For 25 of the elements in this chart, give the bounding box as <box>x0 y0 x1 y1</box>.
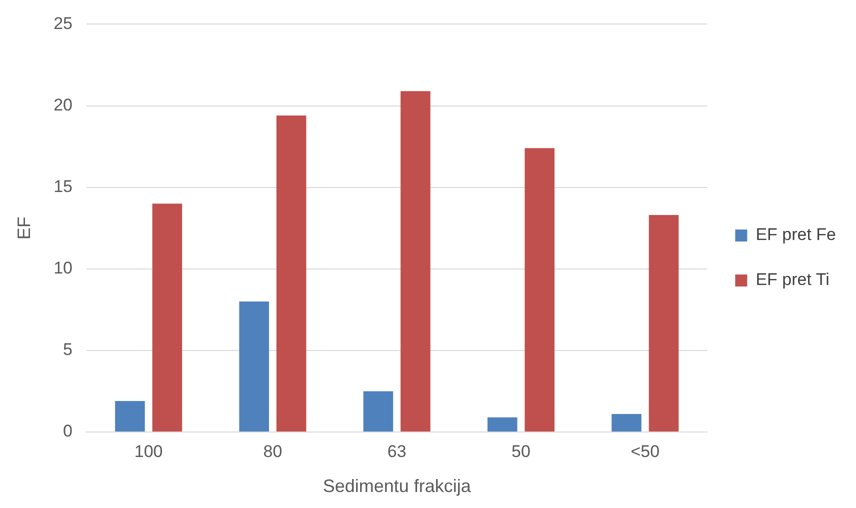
x-tick-label: 100 <box>134 442 163 461</box>
bar <box>612 414 642 432</box>
y-tick-label: 10 <box>54 258 73 278</box>
bar <box>115 401 145 432</box>
x-tick-label: 80 <box>263 442 282 461</box>
y-tick-label: 15 <box>54 177 73 196</box>
bar <box>276 116 306 432</box>
bar <box>400 91 430 432</box>
legend-label: EF pret Ti <box>756 270 830 290</box>
legend-label: EF pret Fe <box>756 225 836 244</box>
x-tick-label: <50 <box>630 442 660 461</box>
x-tick-label: 63 <box>387 442 406 461</box>
y-tick-label: 5 <box>63 340 73 360</box>
x-tick-label: 50 <box>512 442 530 461</box>
x-axis-title: Sedimentu frakcija <box>322 476 472 496</box>
y-tick-label: 20 <box>54 95 73 114</box>
y-axis-title: EF <box>14 216 34 240</box>
y-tick-label: 0 <box>63 422 73 441</box>
bar <box>648 215 679 432</box>
bar <box>524 148 555 432</box>
bar <box>363 391 394 432</box>
bar <box>487 417 518 432</box>
y-tick-label: 25 <box>54 14 73 33</box>
bar <box>239 302 269 432</box>
bar <box>152 204 182 432</box>
